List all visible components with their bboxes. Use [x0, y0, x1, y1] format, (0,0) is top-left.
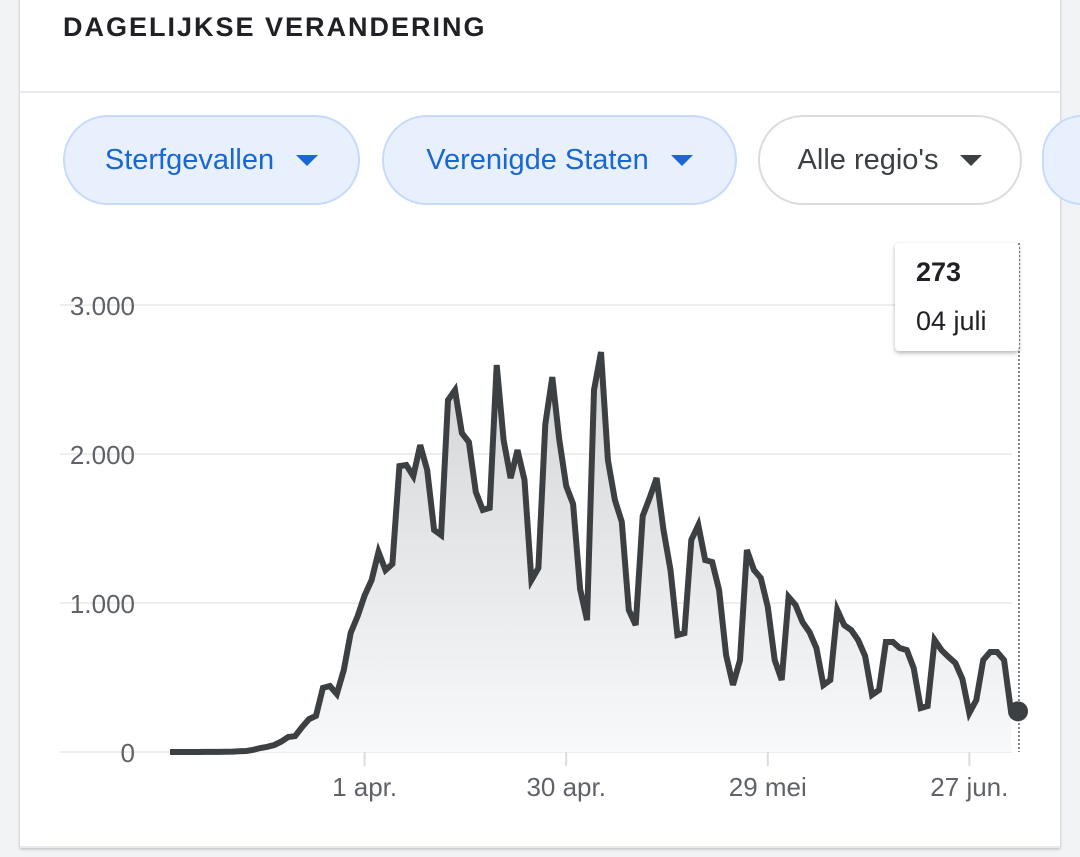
metric-filter-chip[interactable]: Sterfgevallen [63, 115, 360, 205]
dropdown-caret-icon [960, 154, 983, 166]
y-tick-label: 0 [121, 738, 135, 768]
tooltip-value: 273 [916, 257, 962, 287]
y-tick-label: 1.000 [70, 589, 135, 619]
tooltip-date: 04 juli [916, 306, 987, 336]
divider [20, 91, 1060, 93]
y-tick-label: 3.000 [70, 291, 135, 321]
highlight-point [1008, 701, 1028, 722]
divider [20, 846, 1060, 848]
metric-filter-label: Sterfgevallen [104, 143, 275, 176]
x-tick-label: 29 mei [729, 772, 807, 802]
x-tick-label: 30 apr. [526, 772, 606, 802]
country-filter-chip[interactable]: Verenigde Staten [382, 115, 737, 205]
card-title: DAGELIJKSE VERANDERING [63, 12, 487, 42]
tooltip: 273 04 juli [895, 243, 1019, 351]
country-filter-label: Verenigde Staten [426, 143, 649, 176]
y-tick-label: 2.000 [70, 440, 135, 470]
dropdown-caret-icon [296, 154, 319, 166]
x-tick-label: 1 apr. [332, 772, 397, 802]
x-tick-label: 27 jun. [930, 772, 1008, 802]
region-filter-chip[interactable]: Alle regio's [758, 115, 1022, 205]
dropdown-caret-icon [670, 154, 693, 166]
region-filter-label: Alle regio's [797, 143, 939, 176]
series-line-deaths [170, 351, 1014, 755]
